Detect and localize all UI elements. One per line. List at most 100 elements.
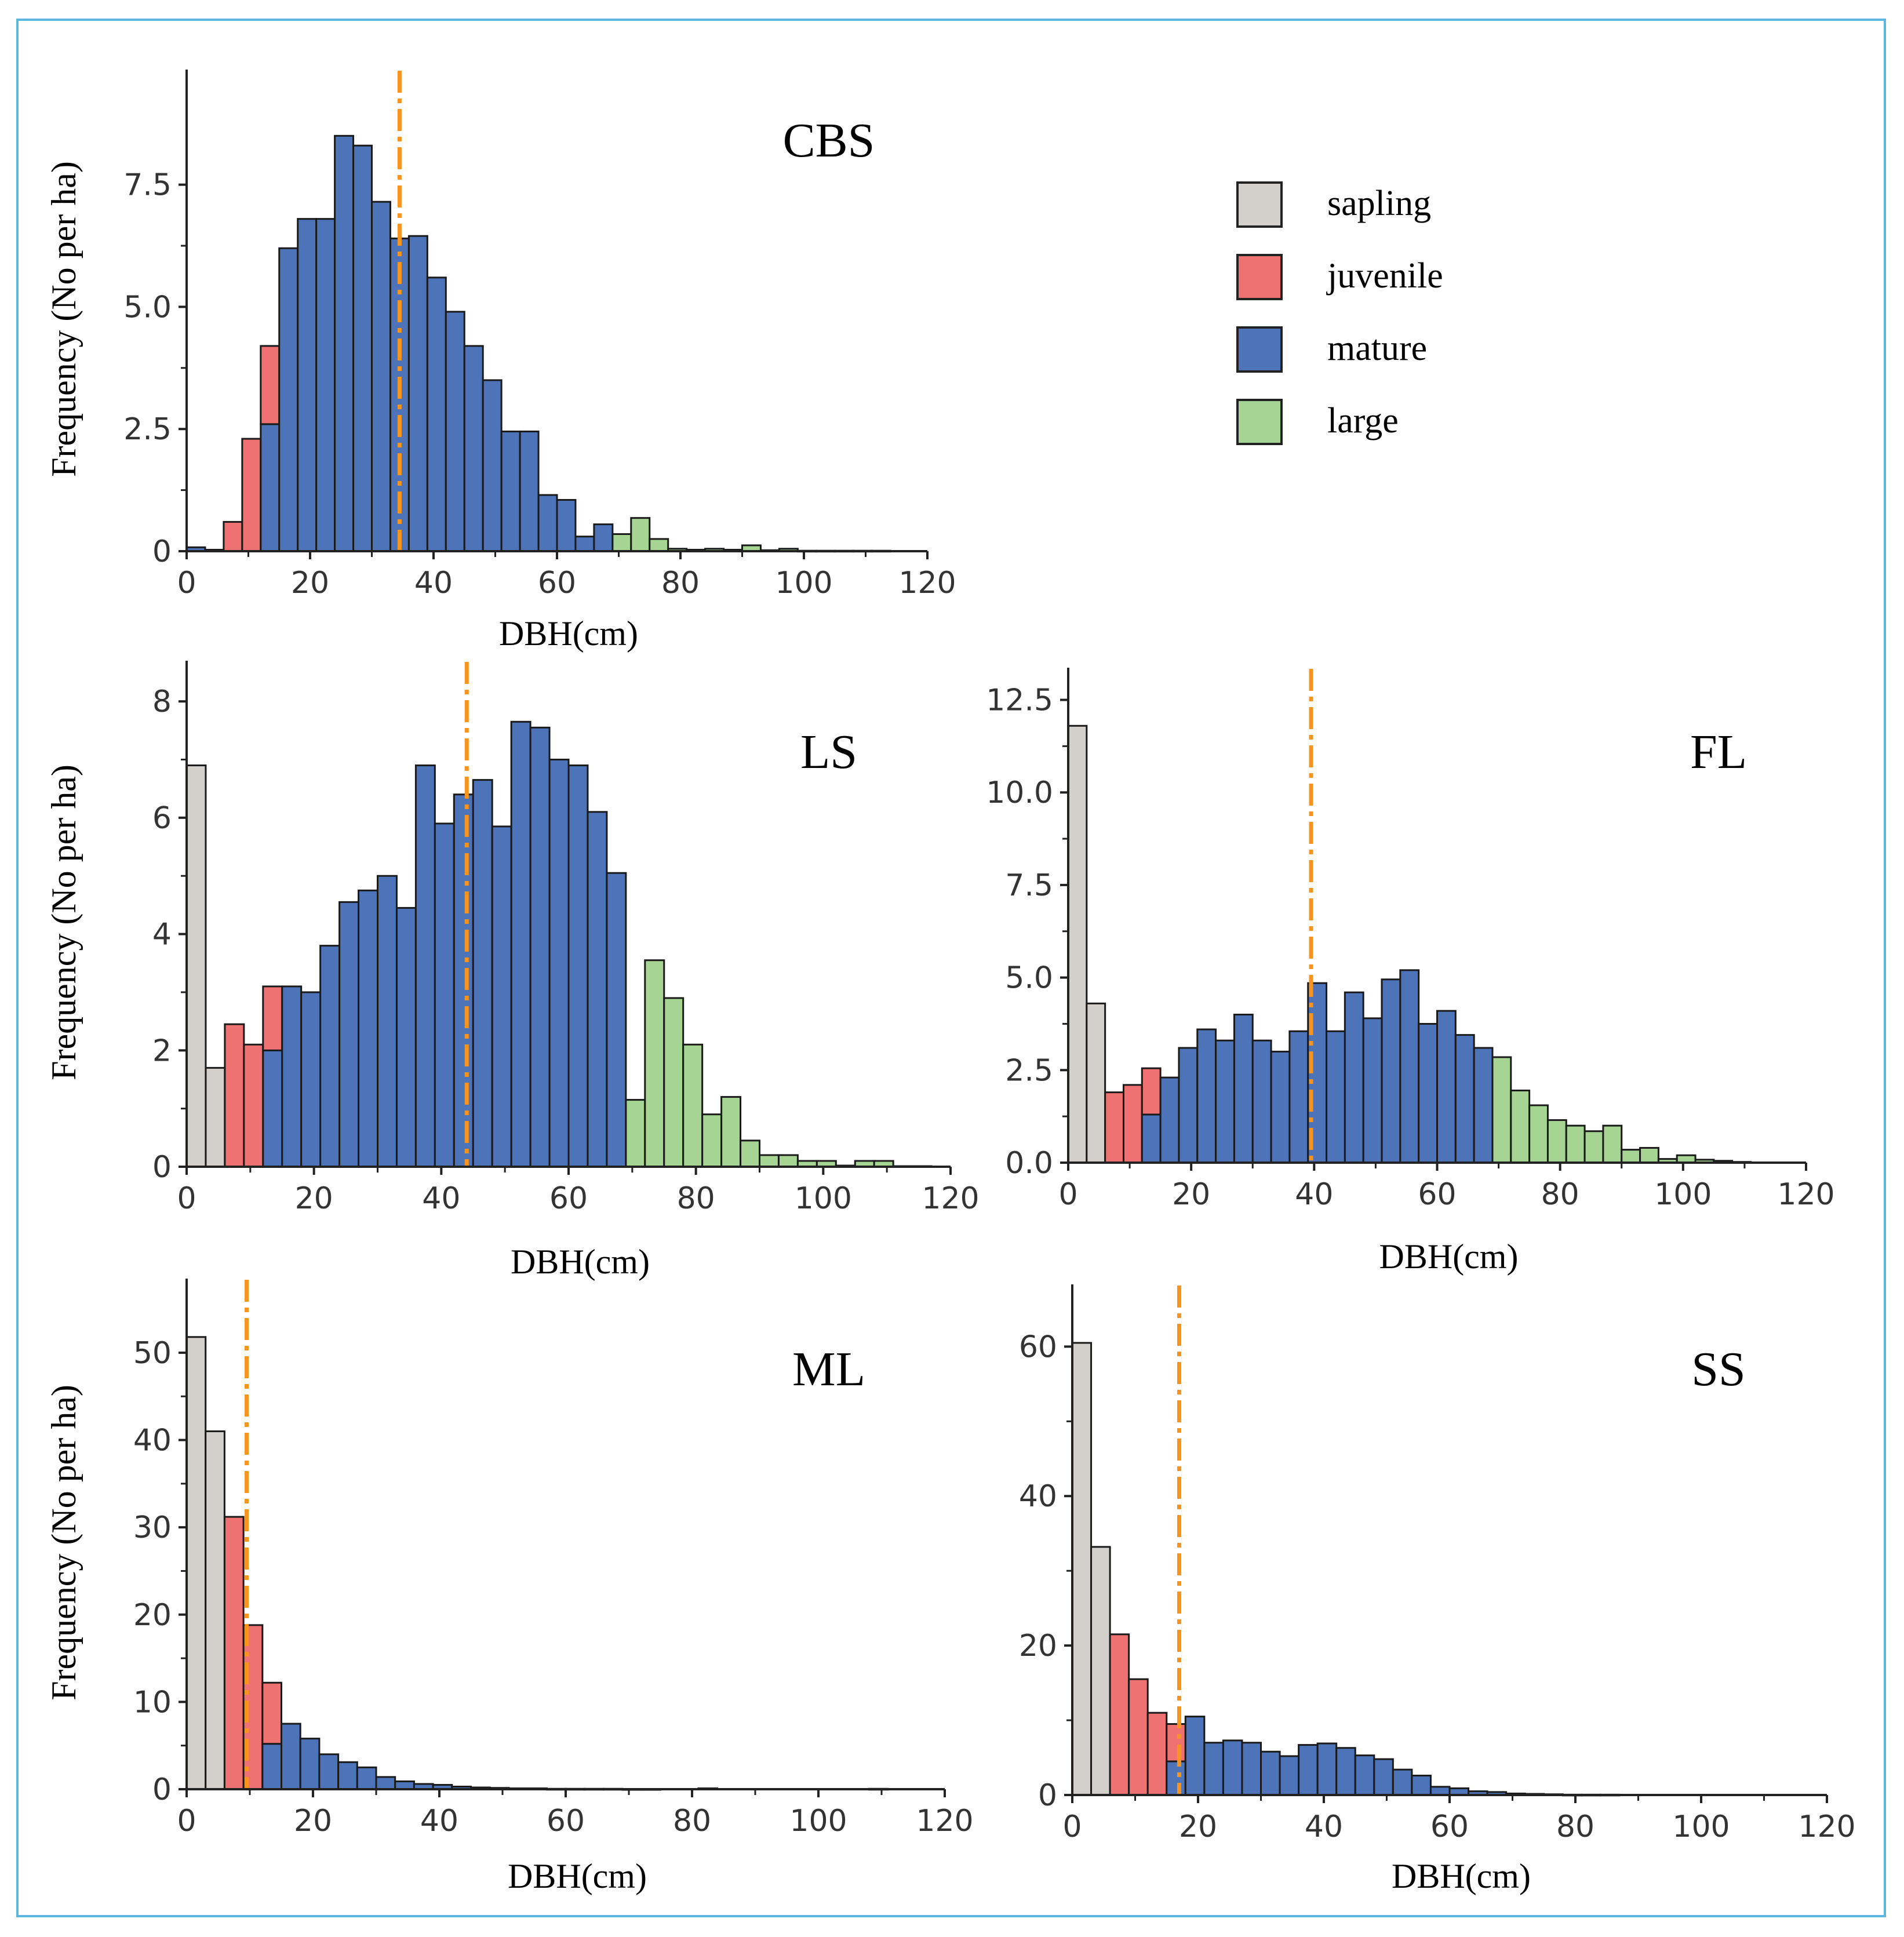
y-tick-label-ls-4: 4 — [152, 917, 172, 952]
axes-cbs: 0 20 40 60 80 100 120 0 2.5 5.0 7.5 — [123, 70, 956, 600]
bar-fl-75-large — [1510, 1089, 1531, 1164]
y-tick-label-ml-50: 50 — [133, 1336, 172, 1371]
bar-fl-33-mature — [1251, 1039, 1272, 1164]
x-tick-label-ss-60: 60 — [1430, 1809, 1469, 1844]
x-tick-label-ss-100: 100 — [1672, 1809, 1730, 1844]
x-tick-label-ss-0: 0 — [1062, 1809, 1082, 1844]
bar-ml-6-sapling — [205, 1430, 225, 1790]
bar-ml-27-mature — [337, 1761, 358, 1790]
bar-ls-54-mature — [510, 720, 531, 1168]
axes-ss: 0 20 40 60 80 100 120 0 20 40 60 — [1019, 1284, 1856, 1844]
x-tick-label-ml-100: 100 — [789, 1804, 847, 1838]
bar-fl-57-mature — [1399, 969, 1420, 1164]
legend: sapling juvenile mature large — [1236, 181, 1443, 445]
bar-cbs-51-mature — [482, 379, 503, 552]
axes-ls: 0 20 40 60 80 100 120 0 2 4 6 8 — [152, 661, 980, 1216]
bar-ml-3-sapling — [185, 1336, 207, 1790]
panel-title-fl: FL — [1690, 725, 1747, 779]
bar-fl-21-mature — [1178, 1047, 1199, 1164]
bar-ls-84-large — [701, 1113, 723, 1168]
x-tick-label-ml-80: 80 — [673, 1804, 711, 1838]
x-tick-label-cbs-0: 0 — [177, 566, 196, 600]
bar-fl-15-mature — [1141, 1113, 1162, 1164]
y-tick-label-fl-5: 5.0 — [1005, 961, 1053, 996]
bar-cbs-9-juvenile — [223, 520, 243, 552]
bar-fl-93-large — [1621, 1149, 1641, 1164]
x-tick-label-ml-40: 40 — [420, 1804, 458, 1838]
bar-cbs-15-mature — [260, 423, 281, 552]
y-tick-label-cbs-5: 5.0 — [123, 290, 172, 325]
bar-ls-12-juvenile — [243, 1043, 264, 1168]
y-tick-label-cbs-7.5: 7.5 — [123, 168, 172, 203]
bar-ls-6-sapling — [205, 1066, 226, 1168]
x-axis-label-ss: DBH(cm) — [1392, 1857, 1531, 1895]
y-tick-label-ml-10: 10 — [133, 1685, 172, 1720]
bar-ls-18-mature — [281, 985, 303, 1168]
bar-ss-42-mature — [1316, 1742, 1338, 1796]
legend-swatch-sapling — [1236, 181, 1283, 228]
bar-cbs-48-mature — [463, 345, 484, 552]
bar-cbs-27-mature — [334, 134, 355, 552]
x-tick-label-ss-120: 120 — [1798, 1809, 1855, 1844]
bar-cbs-24-mature — [315, 218, 336, 552]
bar-cbs-54-mature — [500, 430, 521, 552]
x-axis-label-cbs: DBH(cm) — [499, 614, 638, 653]
y-axis-label-cbs: Frequency (No per ha) — [45, 161, 83, 477]
legend-label-mature: mature — [1327, 329, 1427, 368]
bar-ss-57-mature — [1411, 1774, 1432, 1796]
bar-ls-9-juvenile — [224, 1023, 245, 1168]
bar-ml-24-mature — [318, 1753, 340, 1790]
bar-fl-9-juvenile — [1104, 1091, 1124, 1164]
bar-ss-12-juvenile — [1128, 1678, 1149, 1796]
bar-cbs-66-mature — [574, 536, 595, 552]
bar-ls-21-mature — [300, 991, 322, 1168]
bar-cbs-18-mature — [278, 247, 299, 552]
x-tick-label-cbs-100: 100 — [775, 566, 832, 600]
bar-ls-63-mature — [567, 764, 589, 1168]
bars-cbs — [185, 71, 891, 553]
bar-ss-27-mature — [1222, 1739, 1243, 1796]
bar-ss-45-mature — [1335, 1747, 1356, 1796]
legend-label-sapling: sapling — [1327, 184, 1431, 223]
bar-fl-66-mature — [1454, 1034, 1475, 1164]
bar-cbs-45-mature — [445, 311, 465, 552]
x-tick-label-ls-0: 0 — [177, 1181, 196, 1216]
bar-ss-3-sapling — [1071, 1342, 1093, 1796]
panel-title-ls: LS — [800, 725, 857, 779]
bar-ls-51-mature — [491, 825, 512, 1168]
bar-ls-15-juvenile — [262, 985, 283, 1051]
y-tick-label-ls-8: 8 — [152, 684, 172, 719]
bar-cbs-63-mature — [556, 498, 577, 552]
panel-cbs: 0 20 40 60 80 100 120 0 2.5 5.0 7.5 CBS DBH(cm) Fr… — [45, 70, 956, 653]
bar-ml-15-mature — [261, 1743, 282, 1790]
x-tick-label-ss-80: 80 — [1556, 1809, 1594, 1844]
bar-ss-33-mature — [1260, 1750, 1281, 1796]
bar-ls-69-mature — [606, 872, 627, 1168]
bar-fl-84-large — [1565, 1124, 1586, 1164]
bar-ls-36-mature — [395, 906, 417, 1168]
x-tick-label-ls-120: 120 — [922, 1181, 979, 1216]
bar-fl-63-mature — [1436, 1010, 1457, 1164]
legend-label-large: large — [1327, 401, 1399, 440]
bar-cbs-42-mature — [426, 276, 447, 552]
x-tick-label-fl-0: 0 — [1058, 1177, 1077, 1212]
x-tick-label-fl-120: 120 — [1777, 1177, 1834, 1212]
legend-label-juvenile: juvenile — [1326, 256, 1443, 296]
bar-fl-90-large — [1602, 1124, 1623, 1164]
bars-ls — [185, 662, 933, 1168]
panel-ss: 0 20 40 60 80 100 120 0 20 40 60 SS DBH(cm) — [1019, 1284, 1856, 1895]
bar-ls-81-large — [682, 1043, 704, 1168]
bar-ls-87-large — [720, 1096, 742, 1168]
bar-ss-36-mature — [1279, 1755, 1300, 1796]
bar-fl-24-mature — [1196, 1028, 1217, 1164]
bar-ls-27-mature — [338, 901, 360, 1168]
x-tick-label-cbs-80: 80 — [661, 566, 700, 600]
y-tick-label-ls-2: 2 — [152, 1033, 172, 1068]
bar-fl-51-mature — [1362, 1017, 1383, 1164]
bar-ls-30-mature — [358, 889, 378, 1168]
y-tick-label-ls-0: 0 — [152, 1150, 172, 1185]
bars-ss — [1071, 1286, 1621, 1797]
bar-ls-66-mature — [587, 811, 608, 1168]
bar-fl-3-sapling — [1067, 724, 1088, 1164]
bar-fl-12-juvenile — [1122, 1084, 1143, 1164]
